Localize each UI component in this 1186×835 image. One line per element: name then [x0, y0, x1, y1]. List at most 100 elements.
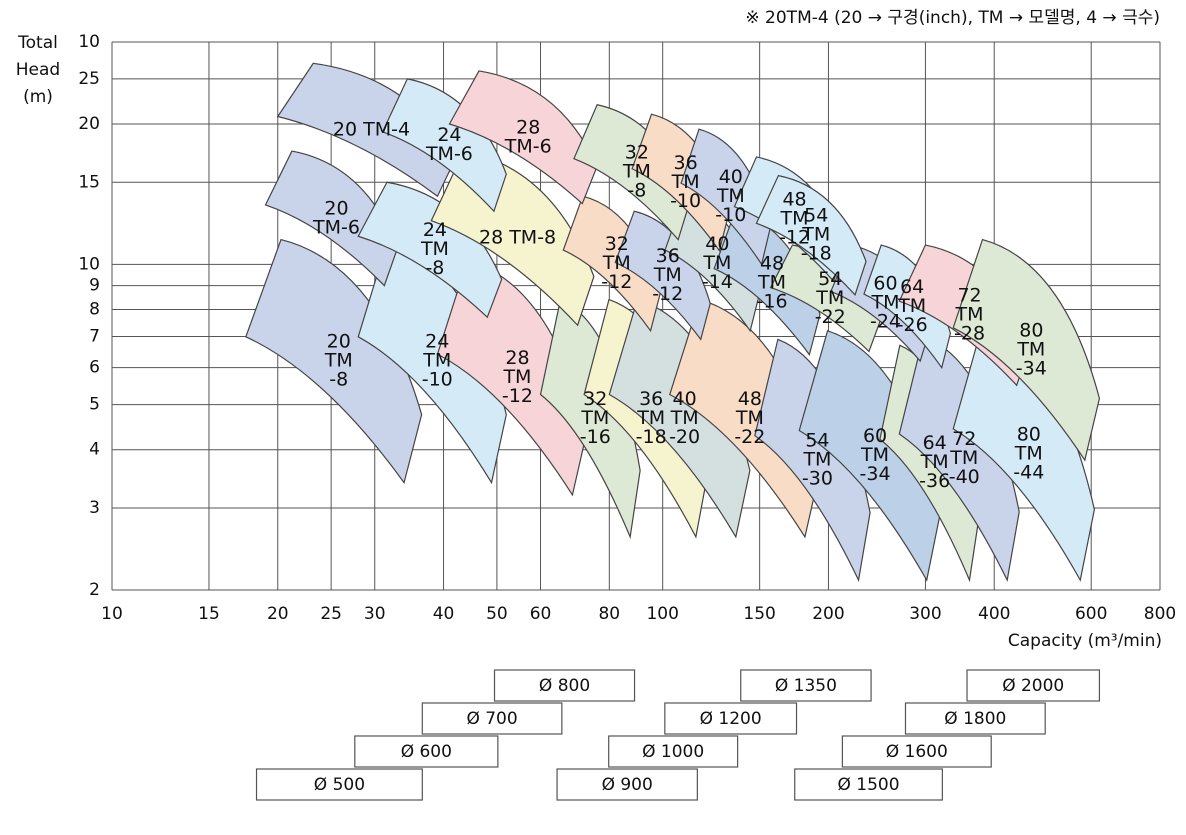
pipe-range: [608, 735, 739, 768]
pipe-label: Ø 1800: [944, 709, 1006, 729]
region-label: TM: [622, 161, 651, 183]
region-label: TM: [653, 264, 682, 286]
pump-region: [755, 174, 867, 296]
x-axis-label: Capacity (m³/min): [1008, 631, 1162, 651]
pipe-label: Ø 600: [401, 742, 452, 762]
region-label: 20: [324, 197, 348, 219]
x-tick-label: 25: [320, 604, 342, 624]
region-label: -16: [580, 426, 611, 448]
pump-region: [952, 238, 1101, 462]
pipe-label: Ø 1200: [700, 709, 762, 729]
y-axis-label: Head: [16, 60, 60, 80]
x-tick-label: 200: [812, 604, 844, 624]
region-label: 28 TM-8: [479, 227, 556, 249]
region-label: 36: [674, 152, 698, 174]
region-label: 24: [425, 331, 449, 353]
region-label: -22: [815, 306, 846, 328]
region-label: -20: [669, 426, 700, 448]
region-label: 48: [738, 388, 762, 410]
x-tick-label: 150: [743, 604, 775, 624]
region-label: TM: [802, 448, 831, 470]
pipe-range: [841, 735, 992, 768]
region-label: TM: [1016, 338, 1045, 360]
y-axis-label: (m): [23, 87, 53, 107]
region-label: -12: [502, 385, 533, 407]
region-label: TM: [502, 366, 531, 388]
region-label: 40: [705, 233, 729, 255]
region-label: 40: [719, 166, 743, 188]
region-label: 32: [605, 233, 629, 255]
region-label: 24: [423, 219, 447, 241]
x-tick-label: 300: [909, 604, 941, 624]
region-label: TM: [870, 292, 899, 314]
region-label: -10: [422, 369, 453, 391]
region-label: TM: [801, 224, 830, 246]
x-tick-label: 10: [101, 604, 123, 624]
pipe-range: [740, 669, 872, 702]
region-label: TM: [702, 252, 731, 274]
x-tick-label: 600: [1075, 604, 1107, 624]
region-label: -18: [801, 243, 832, 265]
region-label: TM-6: [504, 135, 552, 157]
region-label: 54: [804, 205, 828, 227]
region-label: TM: [670, 407, 699, 429]
region-label: 64: [900, 276, 924, 298]
region-label: TM: [920, 451, 949, 473]
note: ※ 20TM-4 (20 → 구경(inch), TM → 모델명, 4 → 극…: [745, 8, 1160, 28]
pipe-range: [493, 669, 636, 702]
region-label: 28: [505, 347, 529, 369]
region-label: TM: [602, 252, 631, 274]
pipe-label: Ø 900: [602, 775, 653, 795]
region-label: -18: [636, 426, 667, 448]
region-label: TM: [671, 171, 700, 193]
pump-region: [381, 78, 507, 213]
pipe-label: Ø 1500: [838, 775, 900, 795]
region-label: 72: [957, 285, 981, 307]
y-tick-label: 3: [89, 498, 100, 518]
x-tick-label: 40: [433, 604, 455, 624]
region-label: 24: [437, 124, 461, 146]
region-label: TM: [955, 304, 984, 326]
region-label: 64: [923, 432, 947, 454]
pipe-range: [556, 768, 698, 801]
y-tick-label: 10: [78, 32, 100, 52]
x-tick-label: 20: [267, 604, 289, 624]
pump-region: [608, 298, 751, 539]
region-label: -44: [1013, 462, 1044, 484]
region-label: -12: [601, 271, 632, 293]
pump-region: [539, 298, 641, 540]
region-label: -12: [652, 283, 683, 305]
region-label: 48: [782, 189, 806, 211]
y-tick-label: 8: [89, 299, 100, 319]
region-label: TM: [780, 208, 809, 230]
region-label: 20 TM-4: [333, 118, 410, 140]
y-tick-label: 20: [78, 114, 100, 134]
region-label: -8: [329, 369, 348, 391]
pump-region: [357, 181, 503, 319]
pump-region: [754, 338, 871, 583]
x-tick-label: 60: [530, 604, 552, 624]
region-label: TM: [422, 350, 451, 372]
region-label: TM: [897, 295, 926, 317]
x-tick-label: 50: [486, 604, 508, 624]
region-label: 48: [760, 252, 784, 274]
region-label: 36: [656, 245, 680, 267]
region-label: TM: [636, 407, 665, 429]
region-label: -36: [919, 470, 950, 492]
region-label: TM: [949, 447, 978, 469]
pipe-label: Ø 800: [539, 676, 590, 696]
region-label: TM: [716, 185, 745, 207]
x-tick-label: 80: [598, 604, 620, 624]
pump-region: [245, 238, 423, 485]
region-label: 72: [952, 428, 976, 450]
pipe-range: [255, 768, 423, 801]
y-tick-label: 6: [89, 358, 100, 378]
pipe-label: Ø 500: [314, 775, 365, 795]
region-label: -10: [670, 190, 701, 212]
region-label: -14: [702, 271, 733, 293]
region-label: 54: [818, 268, 842, 290]
region-label: TM: [815, 287, 844, 309]
y-tick-label: 7: [89, 326, 100, 346]
region-label: -24: [870, 311, 901, 333]
